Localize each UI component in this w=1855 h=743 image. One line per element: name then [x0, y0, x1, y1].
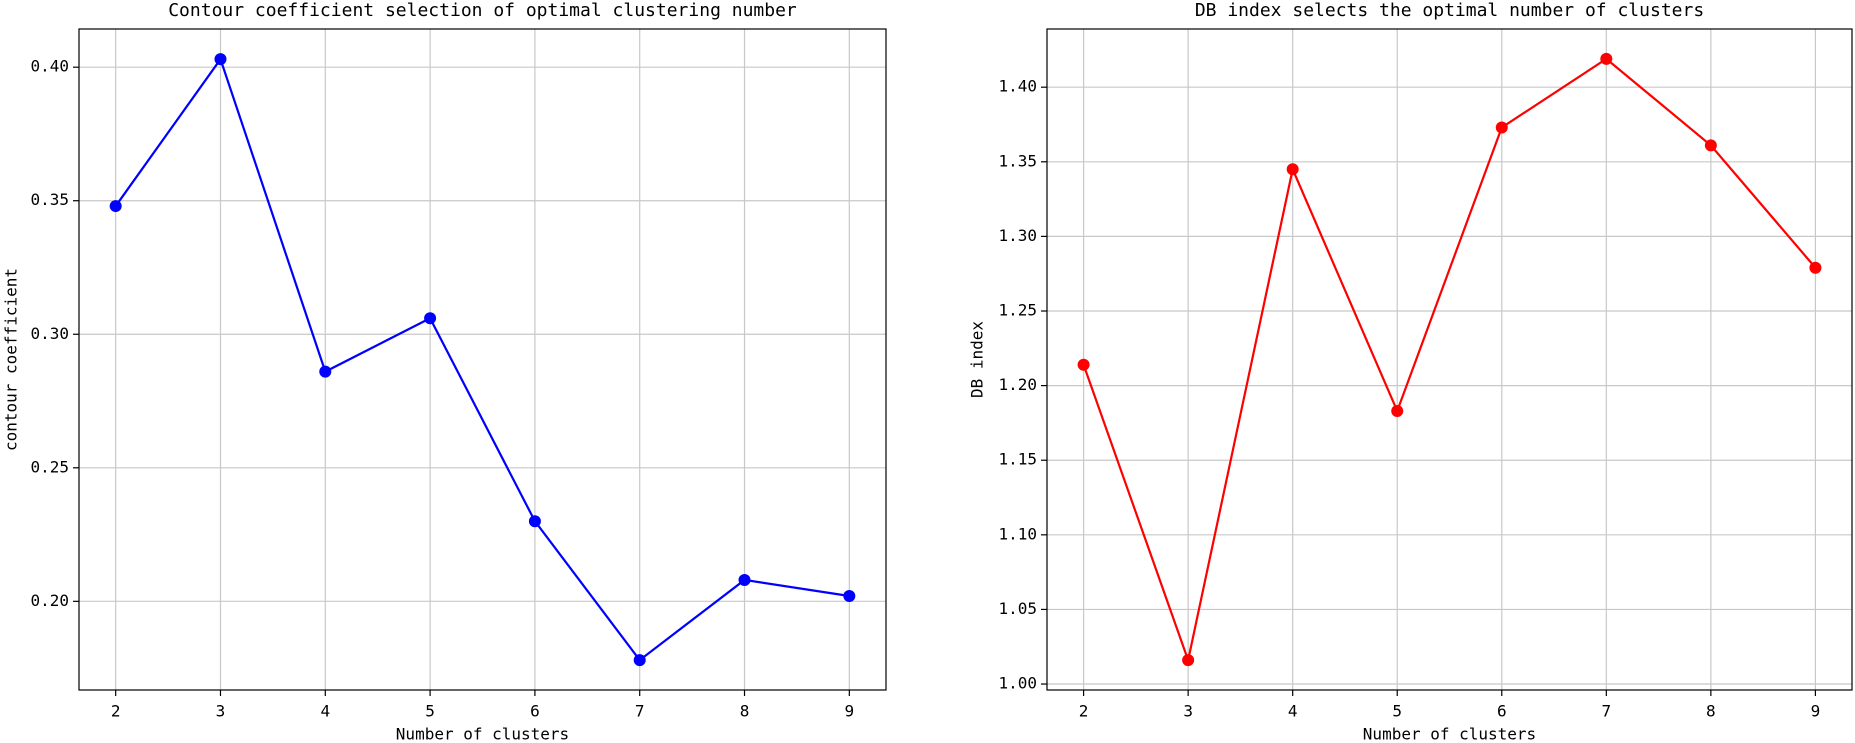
data-point	[843, 589, 856, 602]
x-tick-label: 7	[1601, 702, 1611, 721]
x-axis-label: Number of clusters	[1363, 725, 1536, 743]
y-axis-label: contour coefficient	[2, 268, 21, 451]
y-tick-label: 0.25	[30, 457, 69, 476]
data-line	[1082, 57, 1817, 665]
data-point	[214, 53, 227, 66]
x-tick-label: 3	[216, 702, 226, 721]
x-tick-label: 6	[1497, 702, 1507, 721]
x-tick-label: 9	[1811, 702, 1821, 721]
data-point	[528, 515, 541, 528]
x-tick-label: 9	[844, 702, 854, 721]
y-tick-label: 1.25	[998, 301, 1037, 320]
y-tick-label: 1.40	[998, 77, 1037, 96]
plot-frame	[1046, 28, 1853, 691]
x-tick-label: 2	[111, 702, 121, 721]
data-line	[114, 56, 850, 662]
x-tick-label: 2	[1079, 702, 1089, 721]
y-tick-label: 1.35	[998, 151, 1037, 170]
data-point	[1495, 121, 1508, 134]
chart-title: DB index selects the optimal number of c…	[1195, 0, 1704, 21]
data-point	[738, 573, 751, 586]
data-point	[1182, 654, 1195, 667]
data-point	[1600, 52, 1613, 65]
data-point	[1286, 163, 1299, 176]
x-tick-label: 4	[1288, 702, 1298, 721]
data-point	[319, 365, 332, 378]
data-point	[109, 200, 122, 213]
y-tick-label: 1.15	[998, 450, 1037, 469]
y-tick-label: 0.20	[30, 591, 69, 610]
y-tick-label: 0.30	[30, 324, 69, 343]
y-tick-label: 1.10	[998, 524, 1037, 543]
data-point	[1391, 404, 1404, 417]
data-point	[1704, 139, 1717, 152]
x-tick-label: 5	[425, 702, 435, 721]
x-tick-label: 8	[1706, 702, 1716, 721]
y-tick-label: 1.30	[998, 226, 1037, 245]
y-tick-label: 0.35	[30, 190, 69, 209]
data-point	[424, 312, 437, 325]
y-tick-label: 0.40	[30, 57, 69, 76]
data-point	[1077, 358, 1090, 371]
y-axis-label: DB index	[968, 321, 987, 398]
data-point	[633, 654, 646, 667]
x-tick-label: 7	[635, 702, 645, 721]
x-tick-label: 3	[1183, 702, 1193, 721]
y-tick-label: 1.20	[998, 375, 1037, 394]
data-point	[1809, 261, 1822, 274]
plot-frame	[78, 28, 887, 691]
x-axis-label: Number of clusters	[396, 725, 569, 743]
x-tick-label: 4	[320, 702, 330, 721]
x-tick-label: 6	[530, 702, 540, 721]
x-tick-label: 5	[1392, 702, 1402, 721]
y-tick-label: 1.05	[998, 599, 1037, 618]
chart-title: Contour coefficient selection of optimal…	[168, 0, 797, 21]
x-tick-label: 8	[740, 702, 750, 721]
y-tick-label: 1.00	[998, 674, 1037, 693]
